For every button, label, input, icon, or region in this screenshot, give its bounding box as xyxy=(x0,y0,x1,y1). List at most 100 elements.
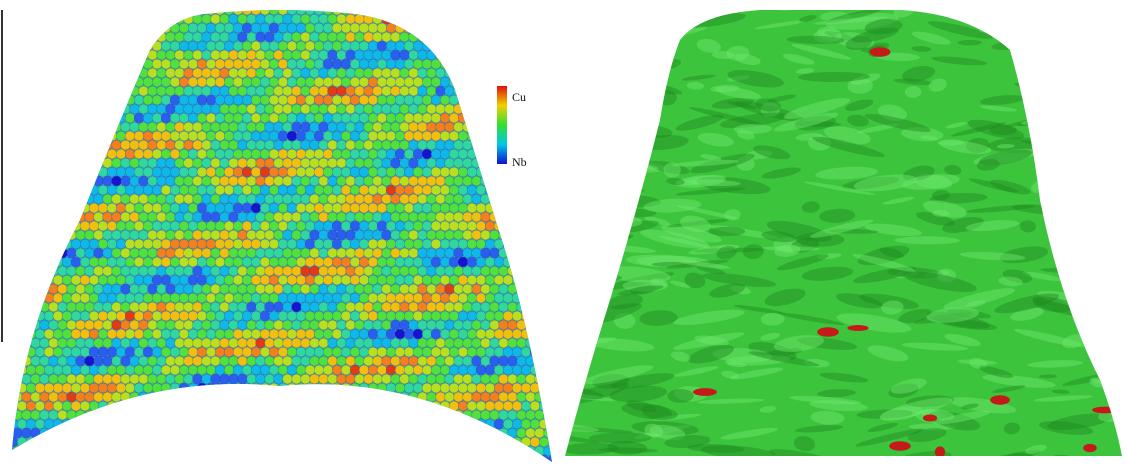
atom xyxy=(296,239,306,249)
atom xyxy=(287,293,297,303)
atom xyxy=(44,257,54,267)
atom xyxy=(58,194,68,204)
atom xyxy=(386,239,396,249)
atom xyxy=(26,149,36,159)
atom xyxy=(445,86,455,96)
atom xyxy=(319,230,329,240)
atom xyxy=(256,140,266,150)
atom xyxy=(544,302,554,312)
atom xyxy=(22,230,32,240)
atom xyxy=(125,221,135,231)
atom xyxy=(220,86,230,96)
atom xyxy=(323,5,333,15)
atom xyxy=(526,104,536,114)
atom xyxy=(265,68,275,78)
atom xyxy=(278,41,288,51)
atom xyxy=(440,221,450,231)
atom xyxy=(260,275,270,285)
atom xyxy=(58,266,68,276)
atom xyxy=(166,266,176,276)
atom xyxy=(436,104,446,114)
atom xyxy=(4,14,14,24)
surface-fold xyxy=(1113,57,1127,69)
atom xyxy=(463,230,473,240)
atom xyxy=(485,455,495,465)
atom xyxy=(517,176,527,186)
atom xyxy=(238,176,248,186)
atom xyxy=(350,257,360,267)
atom xyxy=(94,392,104,402)
atom xyxy=(526,410,536,420)
surface-fold xyxy=(1070,277,1092,289)
atom xyxy=(71,77,81,87)
atom xyxy=(368,401,378,411)
atom xyxy=(350,149,360,159)
atom xyxy=(202,212,212,222)
atom xyxy=(458,275,468,285)
atom xyxy=(85,104,95,114)
atom xyxy=(521,41,531,51)
atom xyxy=(58,140,68,150)
atom xyxy=(62,59,72,69)
atom xyxy=(22,158,32,168)
atom xyxy=(395,383,405,393)
atom xyxy=(251,185,261,195)
atom xyxy=(476,365,486,375)
atom xyxy=(22,320,32,330)
atom xyxy=(503,329,513,339)
atom xyxy=(53,41,63,51)
atom xyxy=(350,59,360,69)
atom xyxy=(359,455,369,465)
atom xyxy=(341,59,351,69)
atom xyxy=(85,212,95,222)
atom xyxy=(184,176,194,186)
atom xyxy=(332,329,342,339)
atom xyxy=(76,32,86,42)
atom xyxy=(148,86,158,96)
atom xyxy=(80,41,90,51)
atom xyxy=(215,23,225,33)
atom xyxy=(296,23,306,33)
atom xyxy=(445,356,455,366)
atom xyxy=(179,149,189,159)
atom xyxy=(256,284,266,294)
atom xyxy=(116,347,126,357)
atom xyxy=(314,95,324,105)
atom xyxy=(467,113,477,123)
atom xyxy=(548,401,558,411)
atom xyxy=(76,50,86,60)
atom xyxy=(485,329,495,339)
atom xyxy=(544,266,554,276)
atom xyxy=(224,23,234,33)
atom xyxy=(8,167,18,177)
atom xyxy=(337,50,347,60)
atom xyxy=(13,320,23,330)
atom xyxy=(8,185,18,195)
atom xyxy=(431,41,441,51)
atom xyxy=(238,320,248,330)
atom xyxy=(508,122,518,132)
atom xyxy=(332,221,342,231)
atom xyxy=(26,59,36,69)
atom xyxy=(445,392,455,402)
atom xyxy=(328,410,338,420)
atom xyxy=(436,248,446,258)
atom xyxy=(287,5,297,15)
atom xyxy=(490,410,500,420)
atom xyxy=(512,113,522,123)
surface-fold xyxy=(1067,163,1096,173)
atom xyxy=(175,194,185,204)
atom xyxy=(274,302,284,312)
atom xyxy=(13,194,23,204)
atom xyxy=(215,365,225,375)
atom xyxy=(400,356,410,366)
atom xyxy=(265,122,275,132)
atom xyxy=(422,455,432,465)
atom xyxy=(548,275,558,285)
atom xyxy=(521,455,531,465)
atom xyxy=(143,383,153,393)
atom xyxy=(22,338,32,348)
atom xyxy=(472,446,482,456)
atom xyxy=(292,392,302,402)
surface-fold xyxy=(1080,22,1112,34)
